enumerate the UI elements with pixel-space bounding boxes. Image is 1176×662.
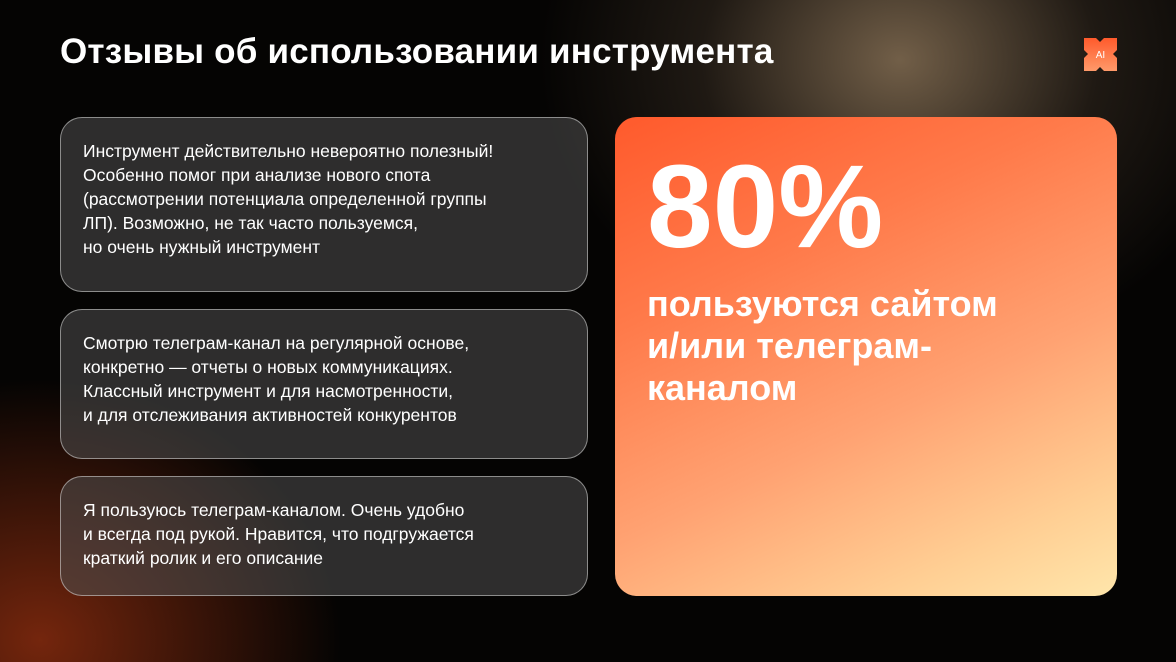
review-line: краткий ролик и его описание: [83, 548, 324, 568]
stat-line: каналом: [647, 367, 798, 408]
review-line: Я пользуюсь телеграм-каналом. Очень удоб…: [83, 500, 465, 520]
review-line: но очень нужный инструмент: [83, 237, 321, 257]
review-card-2: Смотрю телеграм-канал на регулярной осно…: [60, 309, 588, 459]
ai-logo-icon: AI: [1084, 38, 1117, 71]
review-line: ЛП). Возможно, не так часто пользуемся,: [83, 213, 418, 233]
review-line: Инструмент действительно невероятно поле…: [83, 141, 494, 161]
review-line: и всегда под рукой. Нравится, что подгру…: [83, 524, 474, 544]
stat-line: и/или телеграм-: [647, 325, 932, 366]
review-line: Классный инструмент и для насмотренности…: [83, 381, 453, 401]
stat-card: 80% пользуются сайтом и/или телеграм- ка…: [615, 117, 1117, 596]
review-card-1: Инструмент действительно невероятно поле…: [60, 117, 588, 292]
review-line: и для отслеживания активностей конкурент…: [83, 405, 457, 425]
stat-description: пользуются сайтом и/или телеграм- канало…: [647, 283, 1087, 409]
stat-value: 80%: [647, 141, 884, 273]
stat-line: пользуются сайтом: [647, 283, 998, 324]
review-line: Особенно помог при анализе нового спота: [83, 165, 431, 185]
review-line: Смотрю телеграм-канал на регулярной осно…: [83, 333, 470, 353]
review-line: (рассмотрении потенциала определенной гр…: [83, 189, 487, 209]
svg-text:AI: AI: [1096, 50, 1105, 61]
review-line: конкретно — отчеты о новых коммуникациях…: [83, 357, 453, 377]
page-title: Отзывы об использовании инструмента: [60, 32, 774, 71]
review-card-3: Я пользуюсь телеграм-каналом. Очень удоб…: [60, 476, 588, 596]
